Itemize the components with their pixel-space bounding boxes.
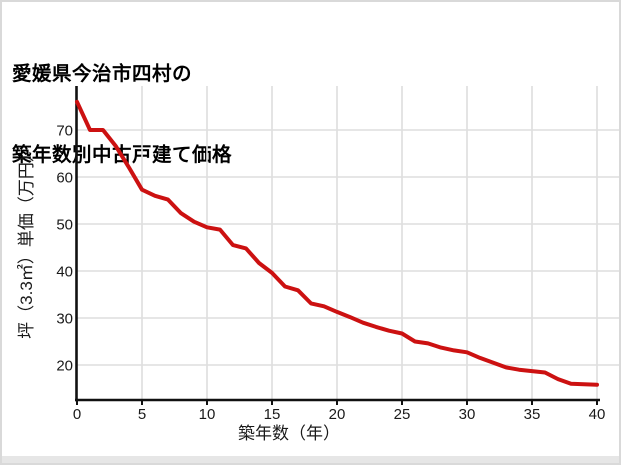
y-tick-label: 40 [56, 264, 73, 281]
x-tick-label: 40 [589, 406, 606, 423]
x-tick-label: 20 [329, 406, 346, 423]
footer-strip [2, 456, 619, 463]
x-tick-label: 10 [199, 406, 216, 423]
x-tick-label: 5 [138, 406, 146, 423]
x-tick-label: 35 [524, 406, 541, 423]
y-tick-label: 70 [56, 123, 73, 140]
y-tick-label: 30 [56, 311, 73, 328]
x-tick-label: 25 [394, 406, 411, 423]
x-tick-label: 30 [459, 406, 476, 423]
price-line [75, 99, 599, 387]
gridlines [76, 86, 619, 400]
y-axis-label: 坪（3.3㎡）単価（万円） [17, 145, 36, 339]
tick-labels: 20 30 40 50 60 70 0 5 10 15 20 25 30 35 40 [56, 123, 605, 424]
y-tick-label: 60 [56, 170, 73, 187]
y-tick-label: 50 [56, 217, 73, 234]
x-tick-label: 15 [264, 406, 281, 423]
axes [75, 86, 600, 405]
chart-title-line1: 愛媛県今治市四村の [12, 63, 193, 85]
y-tick-label: 20 [56, 358, 73, 375]
x-axis-label: 築年数（年） [238, 424, 340, 443]
x-tick-label: 0 [73, 406, 81, 423]
